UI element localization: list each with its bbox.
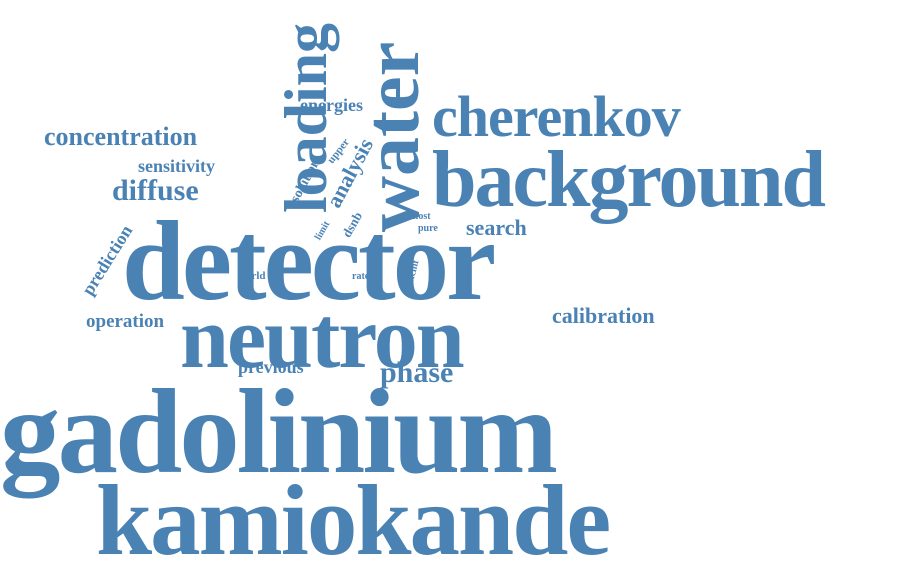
word-gadolinium: gadolinium [0,365,558,499]
word-phase: phase [380,356,454,389]
word-detector: detector [122,199,496,324]
word-sensitivity: sensitivity [138,156,216,176]
word-world: world [238,270,266,282]
word-operation: operation [86,311,165,332]
word-neutron: neutron [180,290,465,387]
word-previous: previous [238,357,304,377]
word-calibration: calibration [552,303,655,328]
word-diffuse: diffuse [112,174,199,207]
word-concentration: concentration [44,122,198,151]
word-kamiokande: kamiokande [96,464,611,565]
word-pure: pure [418,223,438,234]
word-energies: energies [300,95,363,115]
word-rate: rate [352,271,370,282]
word-most: most [410,211,431,222]
word-search: search [466,215,527,240]
word-background: background [432,136,826,224]
word-cherenkov: cherenkov [432,84,681,149]
